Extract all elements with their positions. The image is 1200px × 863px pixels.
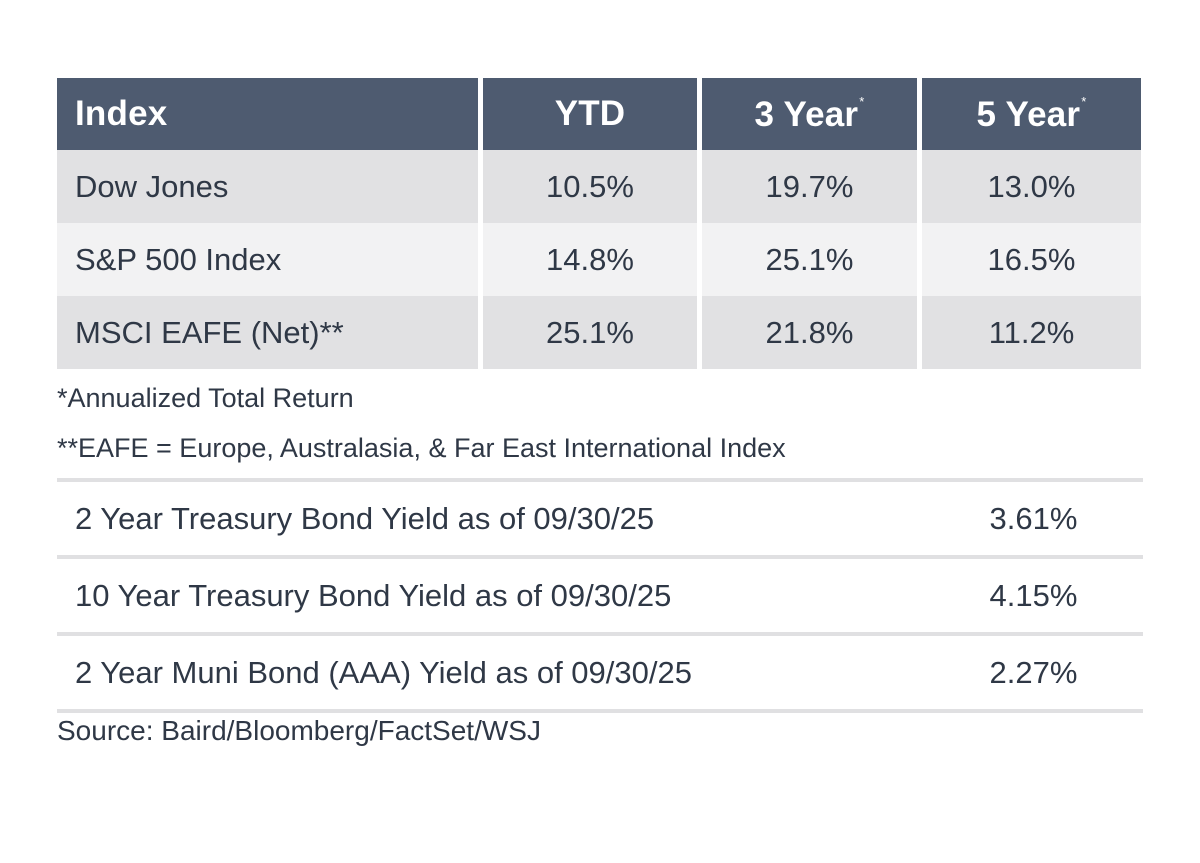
table-row: S&P 500 Index 14.8% 25.1% 16.5% [57, 223, 1141, 296]
table-row: Dow Jones 10.5% 19.7% 13.0% [57, 150, 1141, 223]
yield-value: 4.15% [989, 577, 1078, 613]
three-year-cell: 25.1% [702, 223, 922, 296]
index-name-cell: Dow Jones [57, 150, 483, 223]
header-index: Index [57, 78, 483, 150]
eafe-footnote: **EAFE = Europe, Australasia, & Far East… [57, 433, 786, 463]
five-year-cell: 13.0% [922, 150, 1141, 223]
header-3-year: 3 Year* [702, 78, 922, 150]
table-row: MSCI EAFE (Net)** 25.1% 21.8% 11.2% [57, 296, 1141, 369]
three-year-cell: 19.7% [702, 150, 922, 223]
yield-label: 10 Year Treasury Bond Yield as of 09/30/… [75, 577, 672, 613]
ytd-cell: 25.1% [483, 296, 702, 369]
index-name-cell: S&P 500 Index [57, 223, 483, 296]
list-item: 2 Year Treasury Bond Yield as of 09/30/2… [57, 482, 1143, 559]
ytd-cell: 14.8% [483, 223, 702, 296]
annualized-footnote: *Annualized Total Return [57, 383, 354, 413]
five-year-cell: 11.2% [922, 296, 1141, 369]
bond-yields-list: 2 Year Treasury Bond Yield as of 09/30/2… [57, 478, 1143, 713]
yield-value: 2.27% [989, 654, 1078, 690]
ytd-cell: 10.5% [483, 150, 702, 223]
yield-value: 3.61% [989, 500, 1078, 536]
list-item: 2 Year Muni Bond (AAA) Yield as of 09/30… [57, 636, 1143, 713]
list-item: 10 Year Treasury Bond Yield as of 09/30/… [57, 559, 1143, 636]
yield-label: 2 Year Muni Bond (AAA) Yield as of 09/30… [75, 654, 692, 690]
three-year-cell: 21.8% [702, 296, 922, 369]
yield-label: 2 Year Treasury Bond Yield as of 09/30/2… [75, 500, 655, 536]
annualized-marker: * [859, 93, 865, 109]
table-header-row: Index YTD 3 Year* 5 Year* [57, 78, 1141, 150]
index-returns-table: Index YTD 3 Year* 5 Year* Dow Jones 10.5… [57, 78, 1141, 369]
header-ytd: YTD [483, 78, 702, 150]
annualized-marker: * [1081, 93, 1087, 109]
five-year-cell: 16.5% [922, 223, 1141, 296]
header-5-year: 5 Year* [922, 78, 1141, 150]
source-note: Source: Baird/Bloomberg/FactSet/WSJ [57, 715, 541, 746]
index-name-cell: MSCI EAFE (Net)** [57, 296, 483, 369]
